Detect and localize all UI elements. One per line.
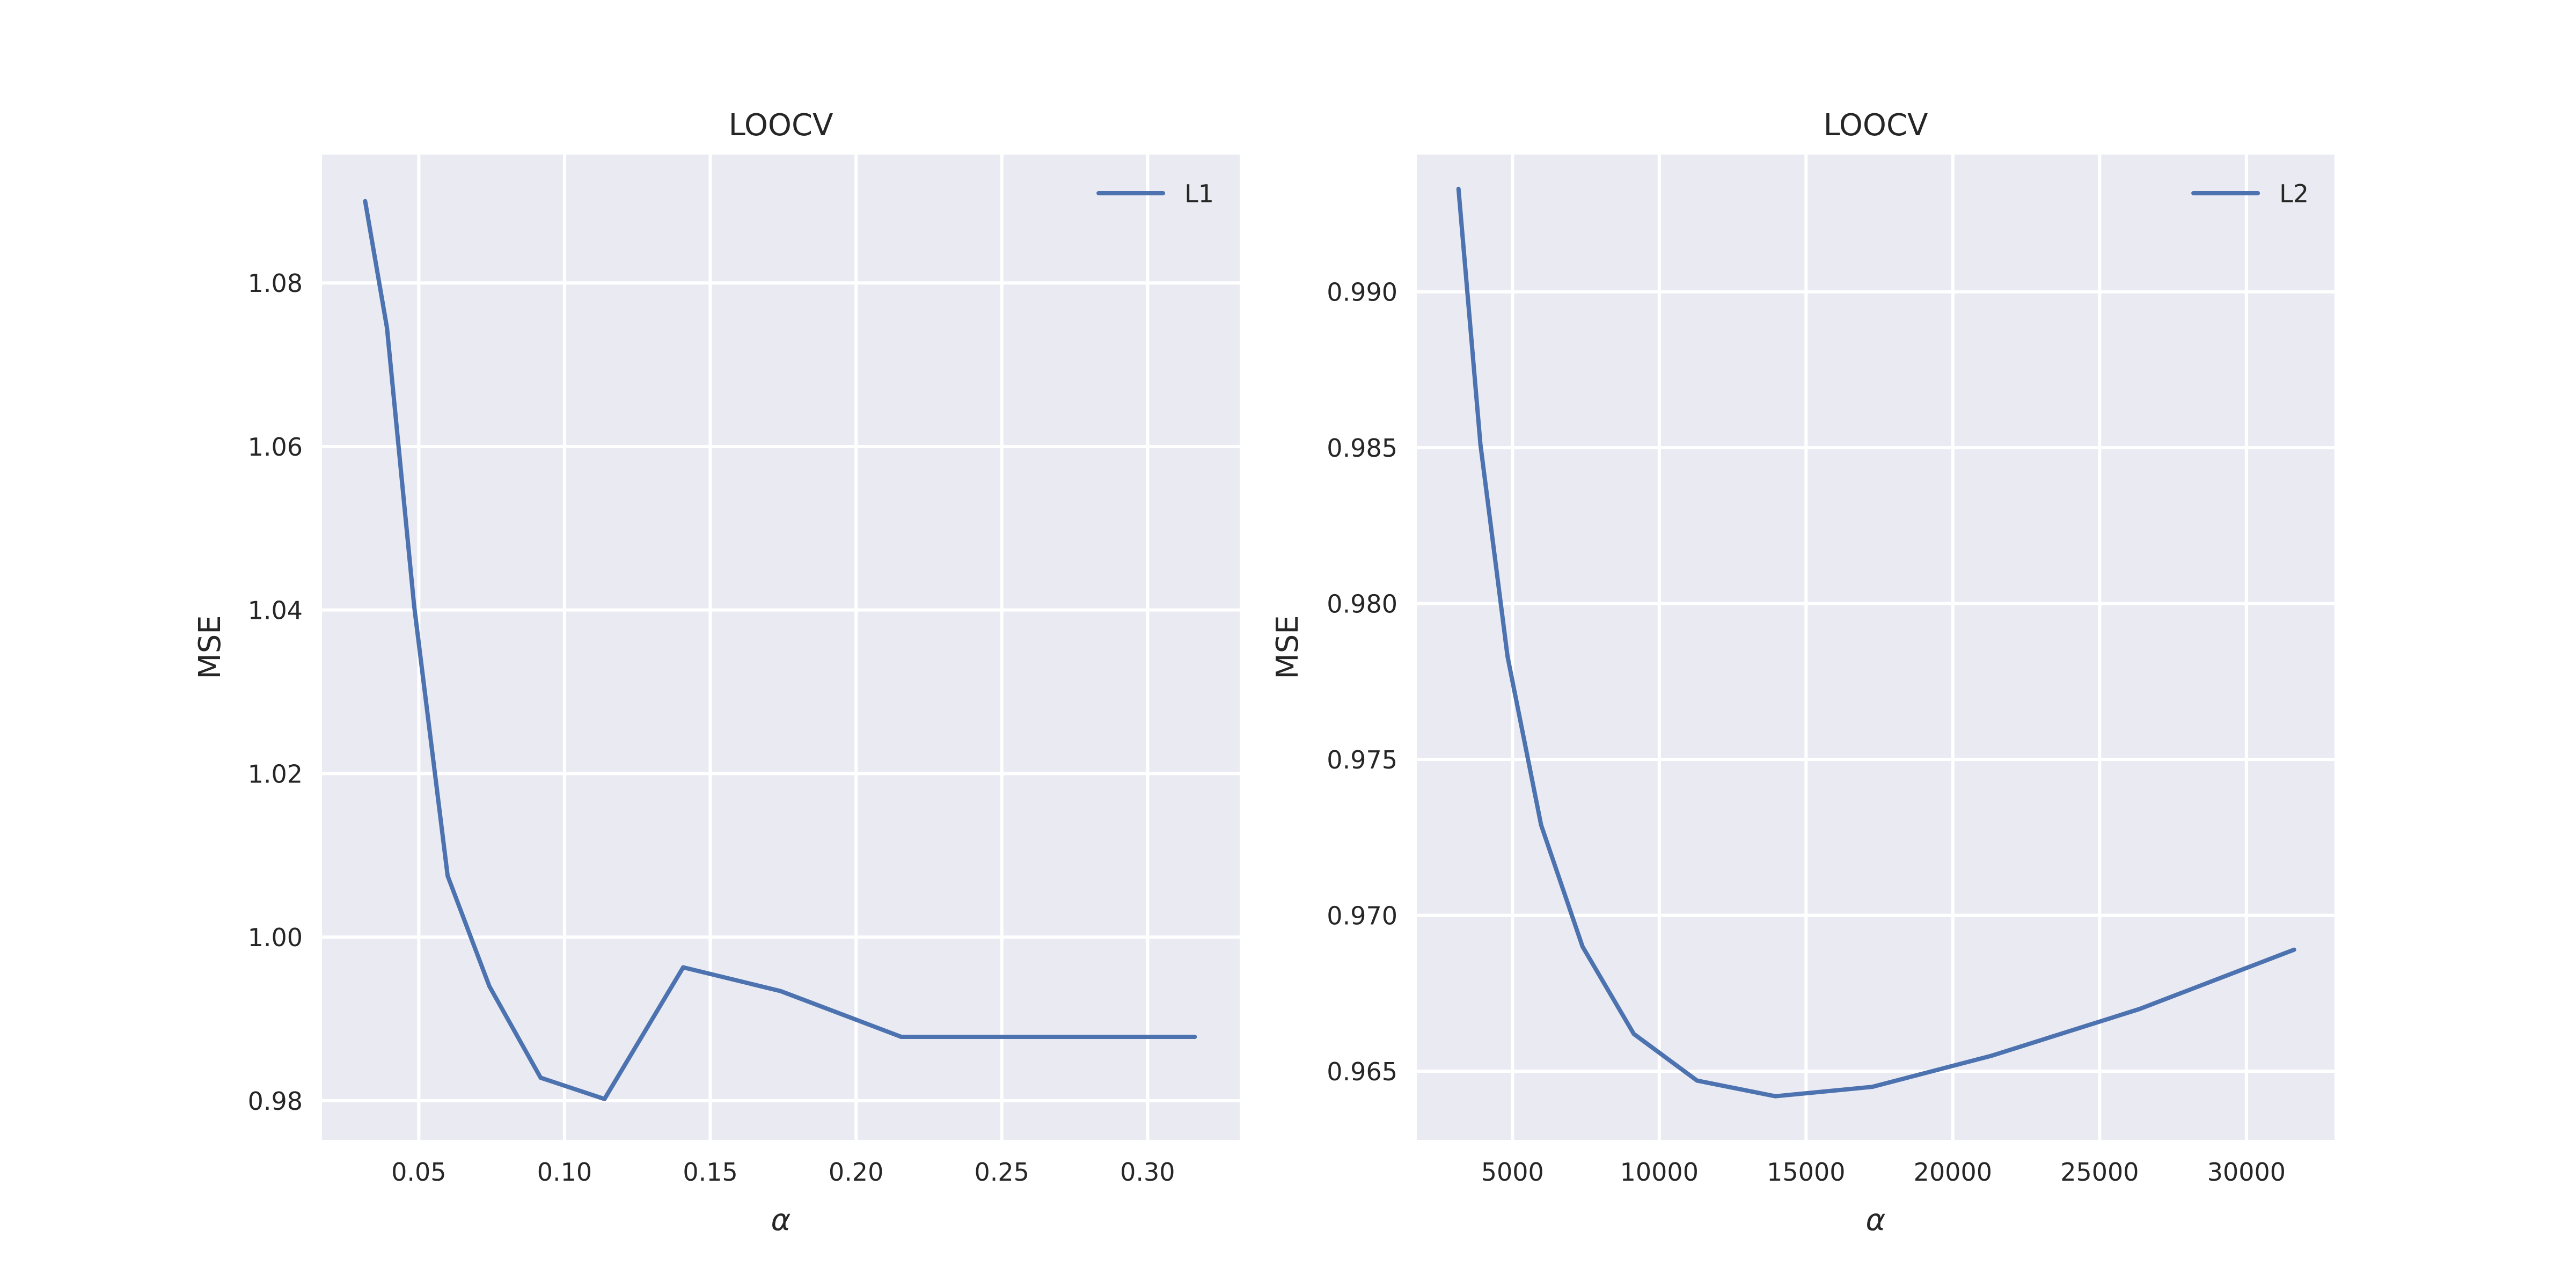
series-line-L1 [363, 199, 1197, 1101]
y-tick-label: 1.02 [248, 759, 303, 788]
x-tick-label: 25000 [2060, 1158, 2139, 1187]
y-tick-label: 0.985 [1327, 434, 1397, 463]
legend-label: L1 [1184, 179, 1214, 208]
series-line-L2 [1456, 186, 2296, 1099]
chart-title: LOOCV [729, 108, 833, 143]
y-tick-label: 0.980 [1327, 590, 1397, 619]
charts: 0.05 0.10 0.15 0.20 0.25 0.30 0.98 1.00 1.02 1.04… [193, 108, 2334, 1238]
y-tick-label: 0.975 [1327, 745, 1397, 774]
y-tick-label: 1.04 [248, 596, 303, 625]
plot-area [322, 155, 1240, 1140]
x-tick-label: 0.10 [537, 1158, 592, 1187]
x-tick-label: 0.20 [829, 1158, 883, 1187]
y-axis-label: MSE [1270, 615, 1305, 679]
x-tick-label: 5000 [1481, 1158, 1544, 1187]
y-axis-label: MSE [193, 615, 228, 679]
y-tick-label: 0.965 [1327, 1057, 1397, 1086]
y-tick-label: 0.98 [248, 1087, 303, 1116]
y-tick-label: 0.990 [1327, 278, 1397, 307]
chart-2: 5000 10000 15000 20000 25000 30000 0.965 0.970 0… [1270, 108, 2334, 1238]
y-tick-label: 1.06 [248, 433, 303, 462]
chart-1: 0.05 0.10 0.15 0.20 0.25 0.30 0.98 1.00 1.02 1.04… [193, 108, 1240, 1238]
x-tick-label: 0.15 [683, 1158, 737, 1187]
x-axis-label: α [1866, 1203, 1886, 1238]
chart-title: LOOCV [1824, 108, 1928, 143]
x-tick-label: 0.05 [391, 1158, 446, 1187]
x-tick-label: 15000 [1767, 1158, 1845, 1187]
y-tick-label: 1.08 [248, 269, 303, 298]
x-tick-label: 0.25 [975, 1158, 1029, 1187]
x-tick-label: 10000 [1620, 1158, 1699, 1187]
legend-label: L2 [2279, 179, 2309, 208]
y-tick-label: 1.00 [248, 923, 303, 952]
x-tick-label: 30000 [2207, 1158, 2286, 1187]
x-tick-label: 0.30 [1120, 1158, 1175, 1187]
y-tick-label: 0.970 [1327, 902, 1397, 931]
plot-area [1417, 155, 2334, 1140]
x-tick-label: 20000 [1914, 1158, 1992, 1187]
x-axis-label: α [771, 1203, 791, 1238]
